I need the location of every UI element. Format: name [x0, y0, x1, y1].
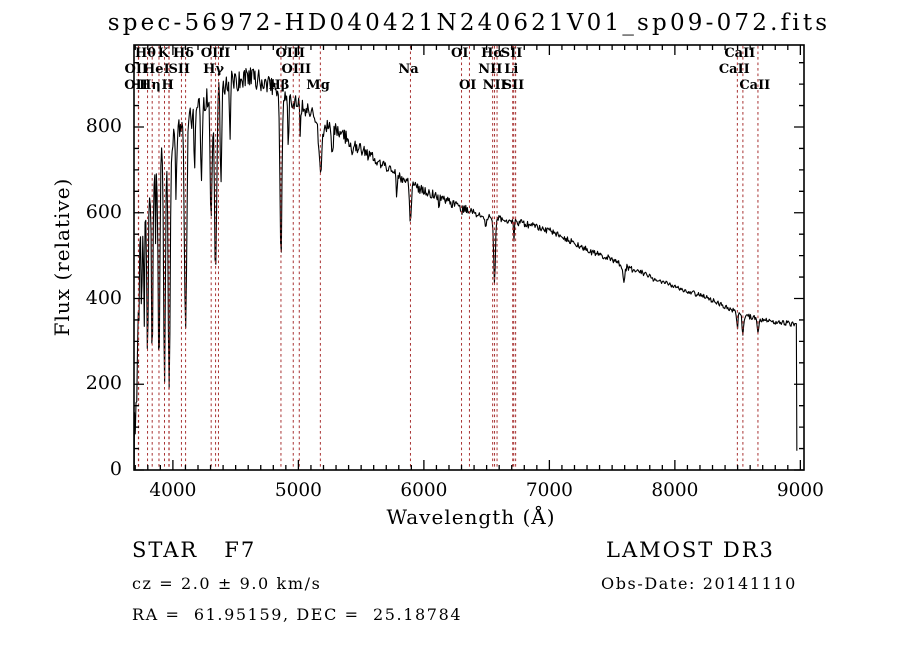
spectral-line-label: OI: [458, 78, 477, 93]
spectrum-line: [133, 67, 798, 465]
obsdate-text: Obs-Date: 20141110: [601, 574, 797, 593]
x-tick-label: 7000: [525, 480, 573, 501]
spectral-line-label: SII: [502, 78, 525, 93]
spectral-line-label: Mg: [306, 78, 330, 93]
x-tick-label: 5000: [274, 480, 322, 501]
x-tick-label: 8000: [651, 480, 699, 501]
spectral-line-label: Na: [398, 62, 419, 77]
spectral-line-label: H: [161, 78, 174, 93]
cz-text: cz = 2.0 ± 9.0 km/s: [132, 574, 322, 593]
plot-title: spec-56972-HD040421N240621V01_sp09-072.f…: [107, 10, 831, 36]
y-tick-label: 400: [85, 286, 122, 309]
plot-frame: [133, 44, 805, 471]
spectral-line-label: Hη: [139, 78, 161, 93]
classification-text: STAR F7: [132, 538, 257, 562]
spectral-line-label: NII: [482, 78, 507, 93]
spectral-line-label: CaII: [718, 62, 750, 77]
y-tick-label: 200: [85, 372, 122, 395]
radec-text: RA = 61.95159, DEC = 25.18784: [132, 605, 463, 624]
spectral-line-label: Hα: [481, 46, 504, 61]
y-tick-label: 0: [109, 458, 122, 480]
spectral-line-label: SII: [168, 62, 191, 77]
spectral-line-label: K: [157, 46, 170, 61]
x-axis-title: Wavelength (Å): [386, 505, 556, 529]
y-tick-label: 800: [85, 115, 122, 137]
spectral-line-label: OIII: [275, 46, 306, 61]
x-tick-label: 4000: [149, 480, 197, 501]
spectral-line-label: Hγ: [203, 62, 224, 77]
spectral-line-label: Hβ: [268, 78, 290, 93]
spectral-line-label: Hδ: [173, 46, 194, 61]
spectral-line-label: OII: [124, 62, 148, 77]
spectral-line-label: SII: [500, 46, 523, 61]
y-tick-label: 600: [85, 200, 122, 223]
spectral-line-label: OII: [124, 78, 148, 93]
spectral-line-label: CaII: [739, 78, 771, 93]
x-tick-label: 6000: [400, 480, 448, 501]
survey-text: LAMOST DR3: [606, 538, 775, 562]
spectral-line-label: OI: [451, 46, 469, 61]
spectral-line-label: OIII: [200, 46, 231, 61]
spectral-line-label: NII: [478, 62, 503, 77]
axis-ticks: [134, 45, 804, 471]
x-tick-label: 9000: [776, 480, 824, 501]
spectral-line-label: HeI: [143, 62, 170, 77]
spectral-line-label: OIII: [281, 62, 312, 77]
spectral-line-label: CaII: [724, 46, 756, 61]
spectral-line-label: Hθ: [135, 46, 156, 61]
spectral-line-label: Li: [504, 62, 519, 77]
